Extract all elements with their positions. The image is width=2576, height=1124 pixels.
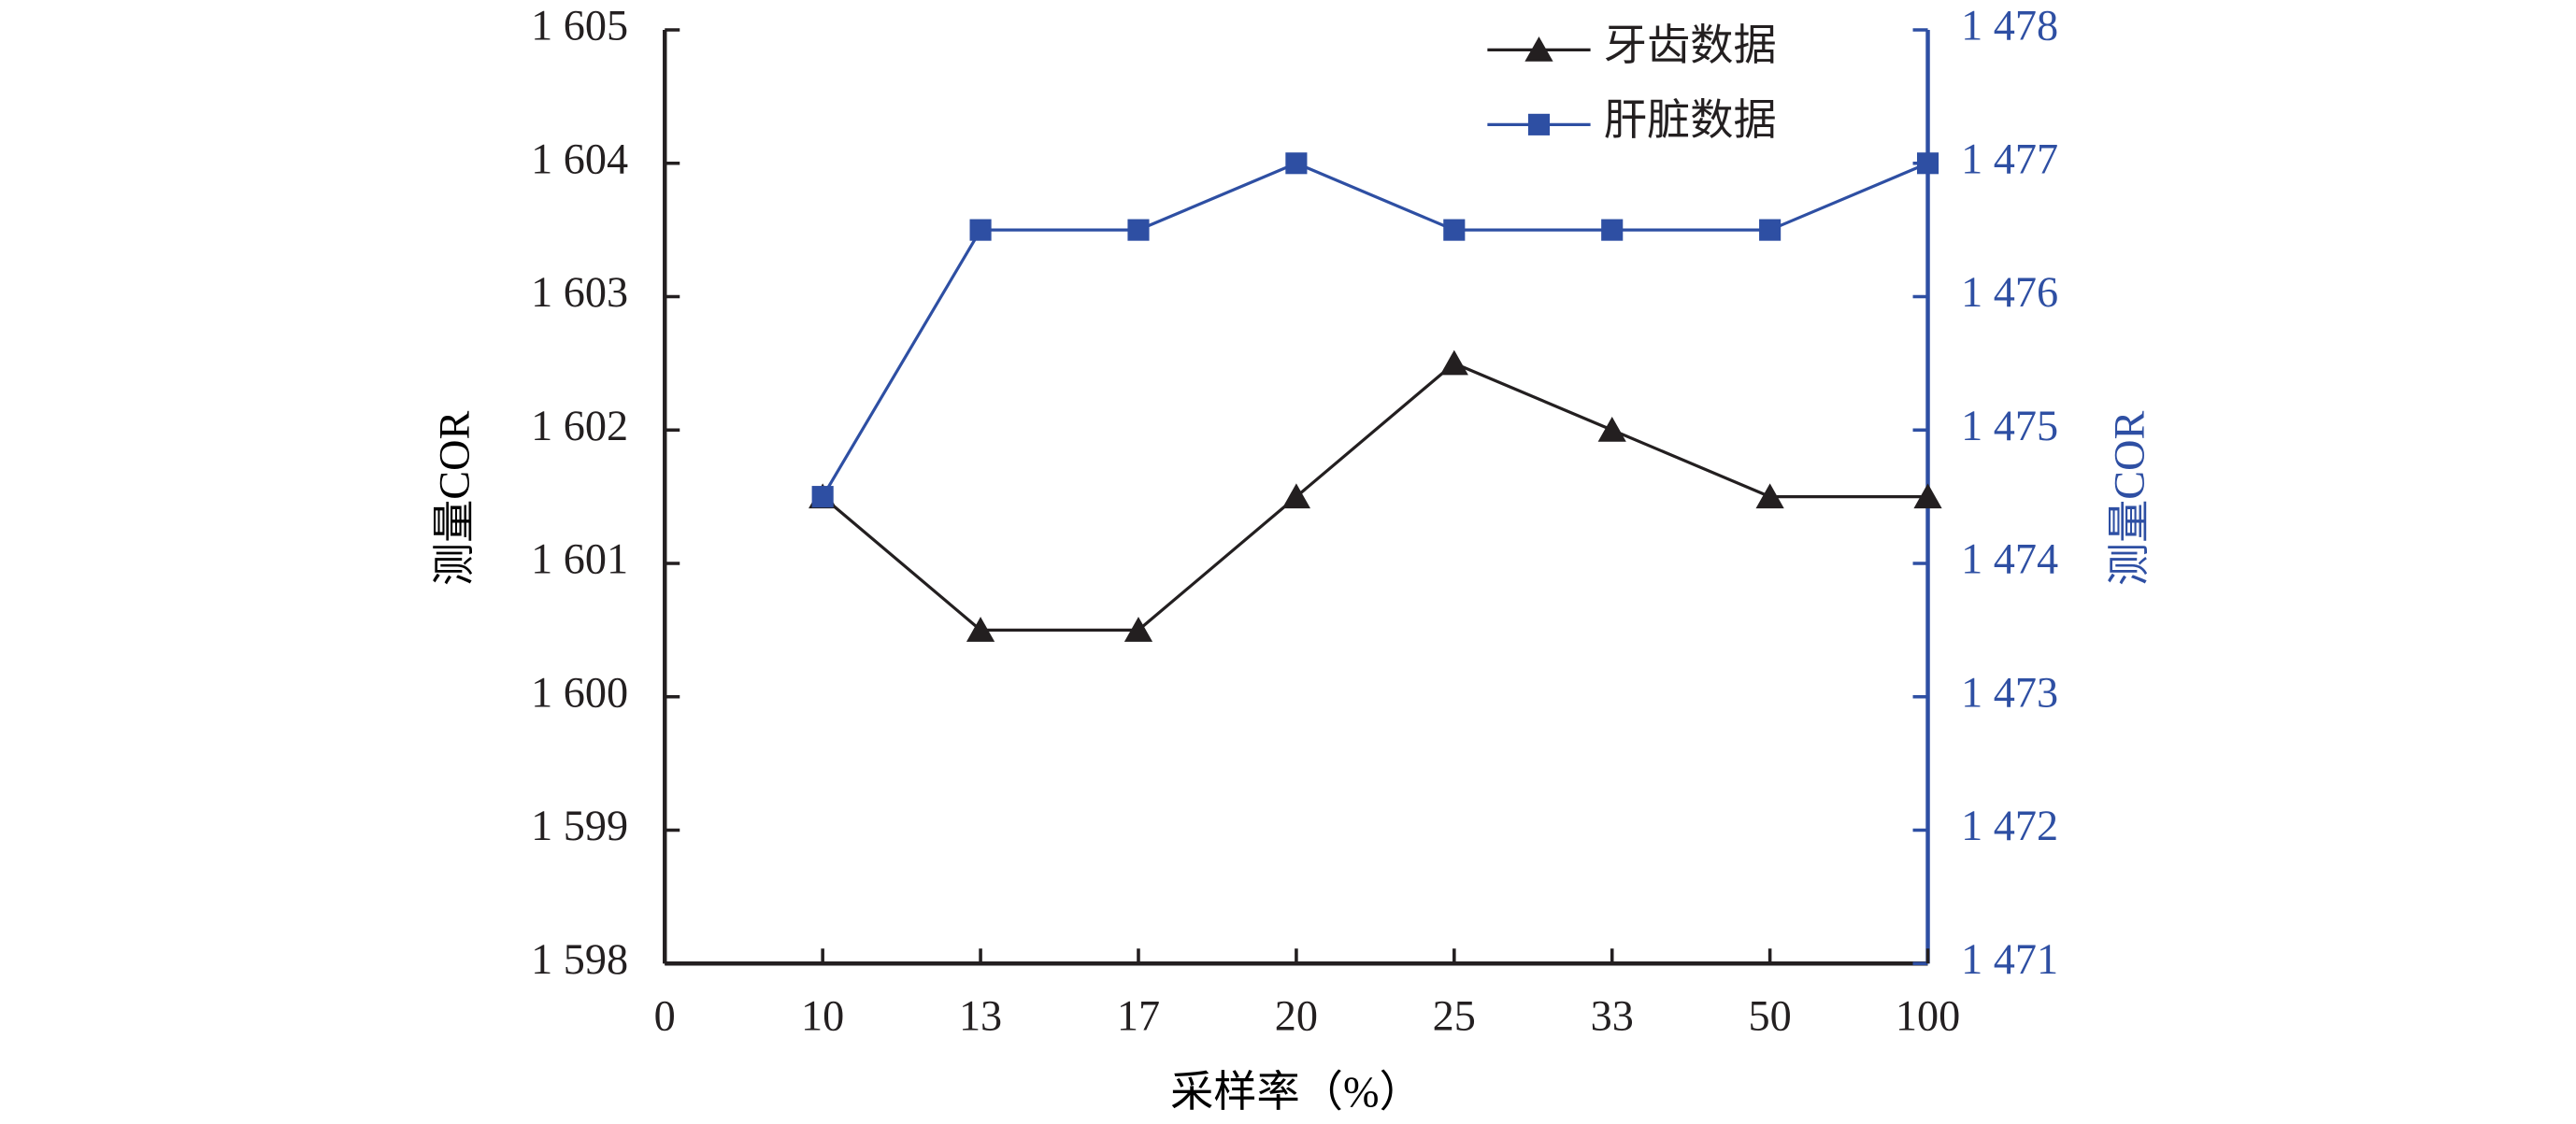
y-tick-label: 1 604 [531, 135, 628, 182]
data-point [1759, 219, 1782, 241]
data-point [969, 219, 992, 241]
data-point [1281, 483, 1311, 509]
legend-label: 牙齿数据 [1604, 21, 1777, 69]
y2-tick-label: 1 473 [1961, 668, 2058, 716]
legend-label: 肝脏数据 [1604, 96, 1777, 144]
y2-tick-label: 1 471 [1961, 935, 2058, 983]
y2-tick-label: 1 474 [1961, 535, 2058, 583]
x-axis-label: 采样率（%） [1170, 1068, 1423, 1116]
y2-tick-label: 1 472 [1961, 802, 2058, 849]
x-tick-label: 10 [801, 991, 844, 1039]
data-point [1285, 152, 1308, 175]
legend-marker [1524, 36, 1553, 62]
legend-marker [1527, 113, 1551, 135]
data-point [1913, 483, 1942, 509]
y-tick-label: 1 602 [531, 402, 628, 449]
y-tick-label: 1 598 [531, 935, 628, 983]
y2-tick-label: 1 476 [1961, 268, 2058, 316]
data-point [1597, 417, 1626, 442]
y-tick-label: 1 599 [531, 802, 628, 849]
data-point [1601, 219, 1624, 241]
data-point [1916, 152, 1939, 175]
x-tick-label: 100 [1896, 991, 1960, 1039]
y2-axis-label: 测量COR [2106, 411, 2154, 587]
data-point [1755, 483, 1784, 509]
data-point [1439, 349, 1468, 376]
x-tick-label: 17 [1117, 991, 1160, 1039]
y2-tick-label: 1 475 [1961, 402, 2058, 449]
x-tick-label: 13 [959, 991, 1002, 1039]
series-line [821, 162, 1929, 498]
data-point [1443, 219, 1466, 241]
y-tick-label: 1 603 [531, 268, 628, 316]
x-tick-label: 0 [654, 991, 676, 1039]
y2-tick-label: 1 477 [1961, 135, 2058, 182]
y-axis-label: 测量COR [430, 411, 478, 587]
y-tick-label: 1 605 [531, 2, 628, 50]
data-point [811, 486, 834, 508]
y-tick-label: 1 601 [531, 535, 628, 583]
series-line [822, 362, 1928, 632]
y2-tick-label: 1 478 [1961, 2, 2058, 50]
x-tick-label: 50 [1749, 991, 1792, 1039]
data-point [1123, 617, 1153, 642]
x-tick-label: 25 [1433, 991, 1476, 1039]
y-tick-label: 1 600 [531, 668, 628, 716]
data-point [966, 617, 995, 642]
data-point [1127, 219, 1150, 241]
x-tick-label: 33 [1591, 991, 1634, 1039]
x-tick-label: 20 [1275, 991, 1318, 1039]
